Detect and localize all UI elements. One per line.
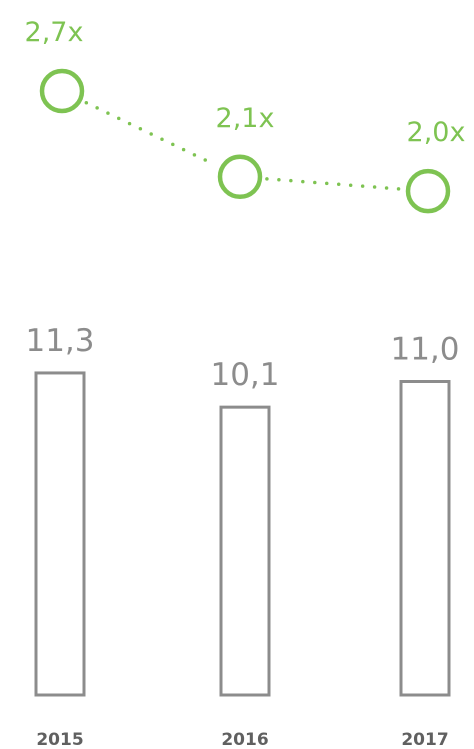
ratio-label-2016: 2,1x <box>216 103 275 134</box>
year-label-2017: 2017 <box>401 730 448 749</box>
ratio-point-2015 <box>39 68 85 114</box>
ratio-connector-2016-2017 <box>265 177 403 191</box>
x-axis: 2015 2016 2017 <box>36 730 448 749</box>
ratio-point-2017 <box>405 168 451 214</box>
bar-series: 11,3 10,1 11,0 <box>25 323 460 697</box>
bar-2015 <box>34 371 86 697</box>
ratio-label-2015: 2,7x <box>25 17 84 48</box>
bar-value-label-2017: 11,0 <box>390 332 459 368</box>
ratio-connector-2015-2016 <box>84 100 218 167</box>
ratio-point-2016 <box>217 154 263 200</box>
year-label-2015: 2015 <box>36 730 83 749</box>
year-label-2016: 2016 <box>221 730 268 749</box>
bar-value-label-2015: 11,3 <box>25 323 94 359</box>
bar-2017 <box>399 380 451 697</box>
ratio-series: 2,7x 2,1x 2,0x <box>25 17 466 214</box>
bar-value-label-2016: 10,1 <box>210 357 279 393</box>
bar-2016 <box>219 405 271 697</box>
ratio-label-2017: 2,0x <box>407 117 466 148</box>
